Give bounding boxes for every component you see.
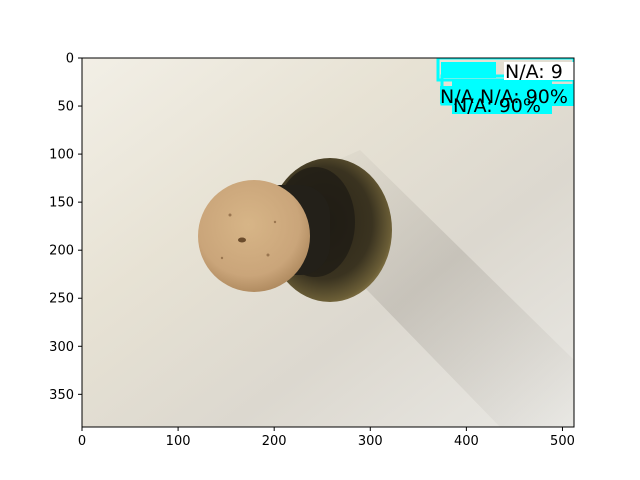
y-tick-label: 50 (57, 100, 74, 115)
x-tick-label: 100 (166, 434, 191, 449)
detection-label: N/A: 9 (505, 61, 563, 83)
y-tick-label: 300 (49, 340, 74, 355)
x-tick-label: 200 (262, 434, 287, 449)
x-tick-label: 400 (454, 434, 479, 449)
axes-frame (81, 57, 575, 428)
detection-box (478, 84, 574, 106)
x-tick-label: 500 (550, 434, 575, 449)
y-axis: 0 50 100 150 200 250 300 350 (49, 52, 82, 403)
detection-label: N/A (440, 86, 474, 108)
y-tick-label: 100 (49, 148, 74, 163)
y-tick-label: 350 (49, 388, 74, 403)
detection-label: N/A: 90% (480, 86, 568, 108)
x-tick-label: 0 (78, 434, 86, 449)
y-tick-label: 150 (49, 196, 74, 211)
y-tick-label: 0 (66, 52, 74, 67)
cork (198, 180, 310, 292)
detection-box (441, 62, 496, 78)
detection-label: N/A: 90% (453, 95, 541, 117)
detection-box (504, 62, 574, 80)
x-tick-label: 300 (358, 434, 383, 449)
detection-overlays (436, 58, 574, 114)
y-tick-label: 200 (49, 244, 74, 259)
x-axis: 0 100 200 300 400 500 (78, 427, 575, 449)
detection-box (440, 86, 460, 104)
y-tick-label: 250 (49, 292, 74, 307)
photo: N/A: 9 N/A N/A: 90% N/A: 90% (82, 58, 574, 427)
